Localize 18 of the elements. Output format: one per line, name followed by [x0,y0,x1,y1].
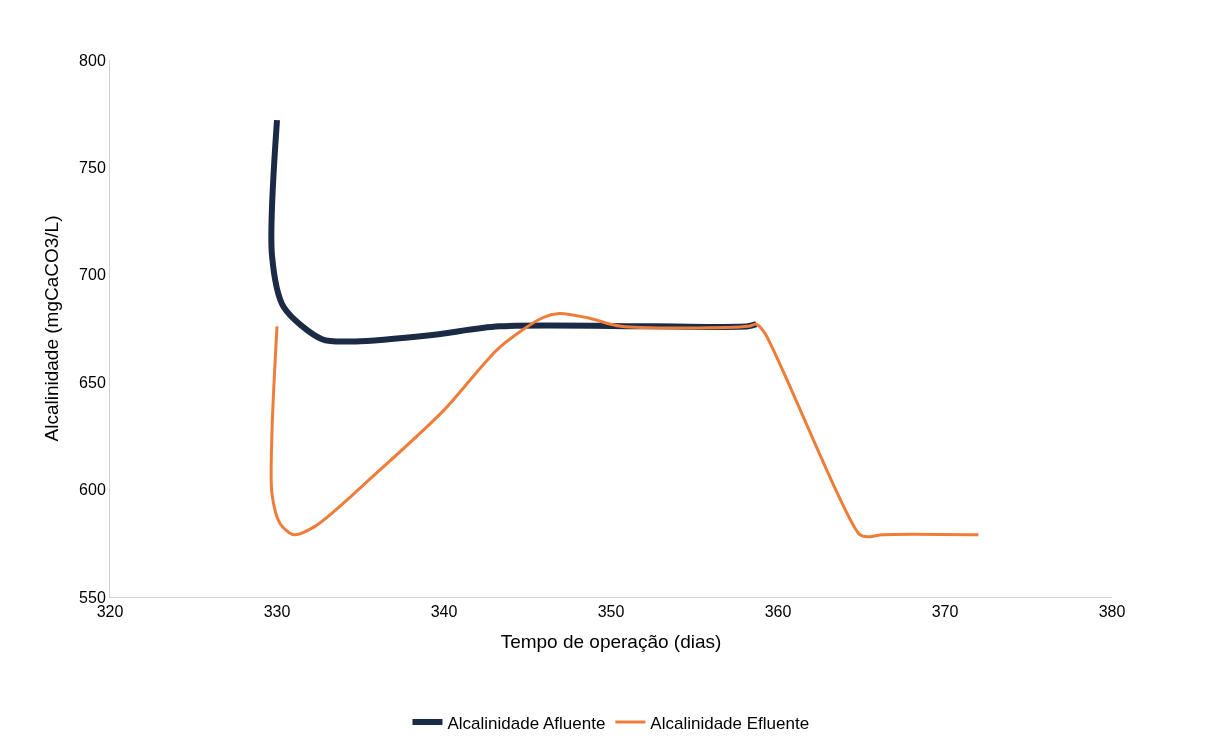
legend-label: Alcalinidade Efluente [650,713,810,733]
y-tick-label: 750 [79,159,106,176]
x-tick-label: 330 [263,603,291,621]
x-tick-label: 320 [96,603,124,621]
x-tick-label: 340 [430,603,458,621]
x-tick-label: 370 [931,603,959,621]
x-tick-label: 350 [597,603,625,621]
y-tick-label: 700 [79,266,106,284]
line-series [269,311,980,539]
y-tick-label: 800 [79,51,106,69]
x-axis-title: Tempo de operação (dias) [500,631,722,652]
y-tick-label: 550 [79,588,106,606]
x-tick-label: 360 [764,603,792,621]
legend-label: Alcalinidade Afluente [447,713,606,733]
y-tick-label: 650 [79,373,106,391]
x-tick-label: 380 [1098,603,1126,621]
y-tick-label: 600 [79,481,106,499]
y-axis-title: Alcalinidade (mgCaCO3/L) [40,215,62,442]
